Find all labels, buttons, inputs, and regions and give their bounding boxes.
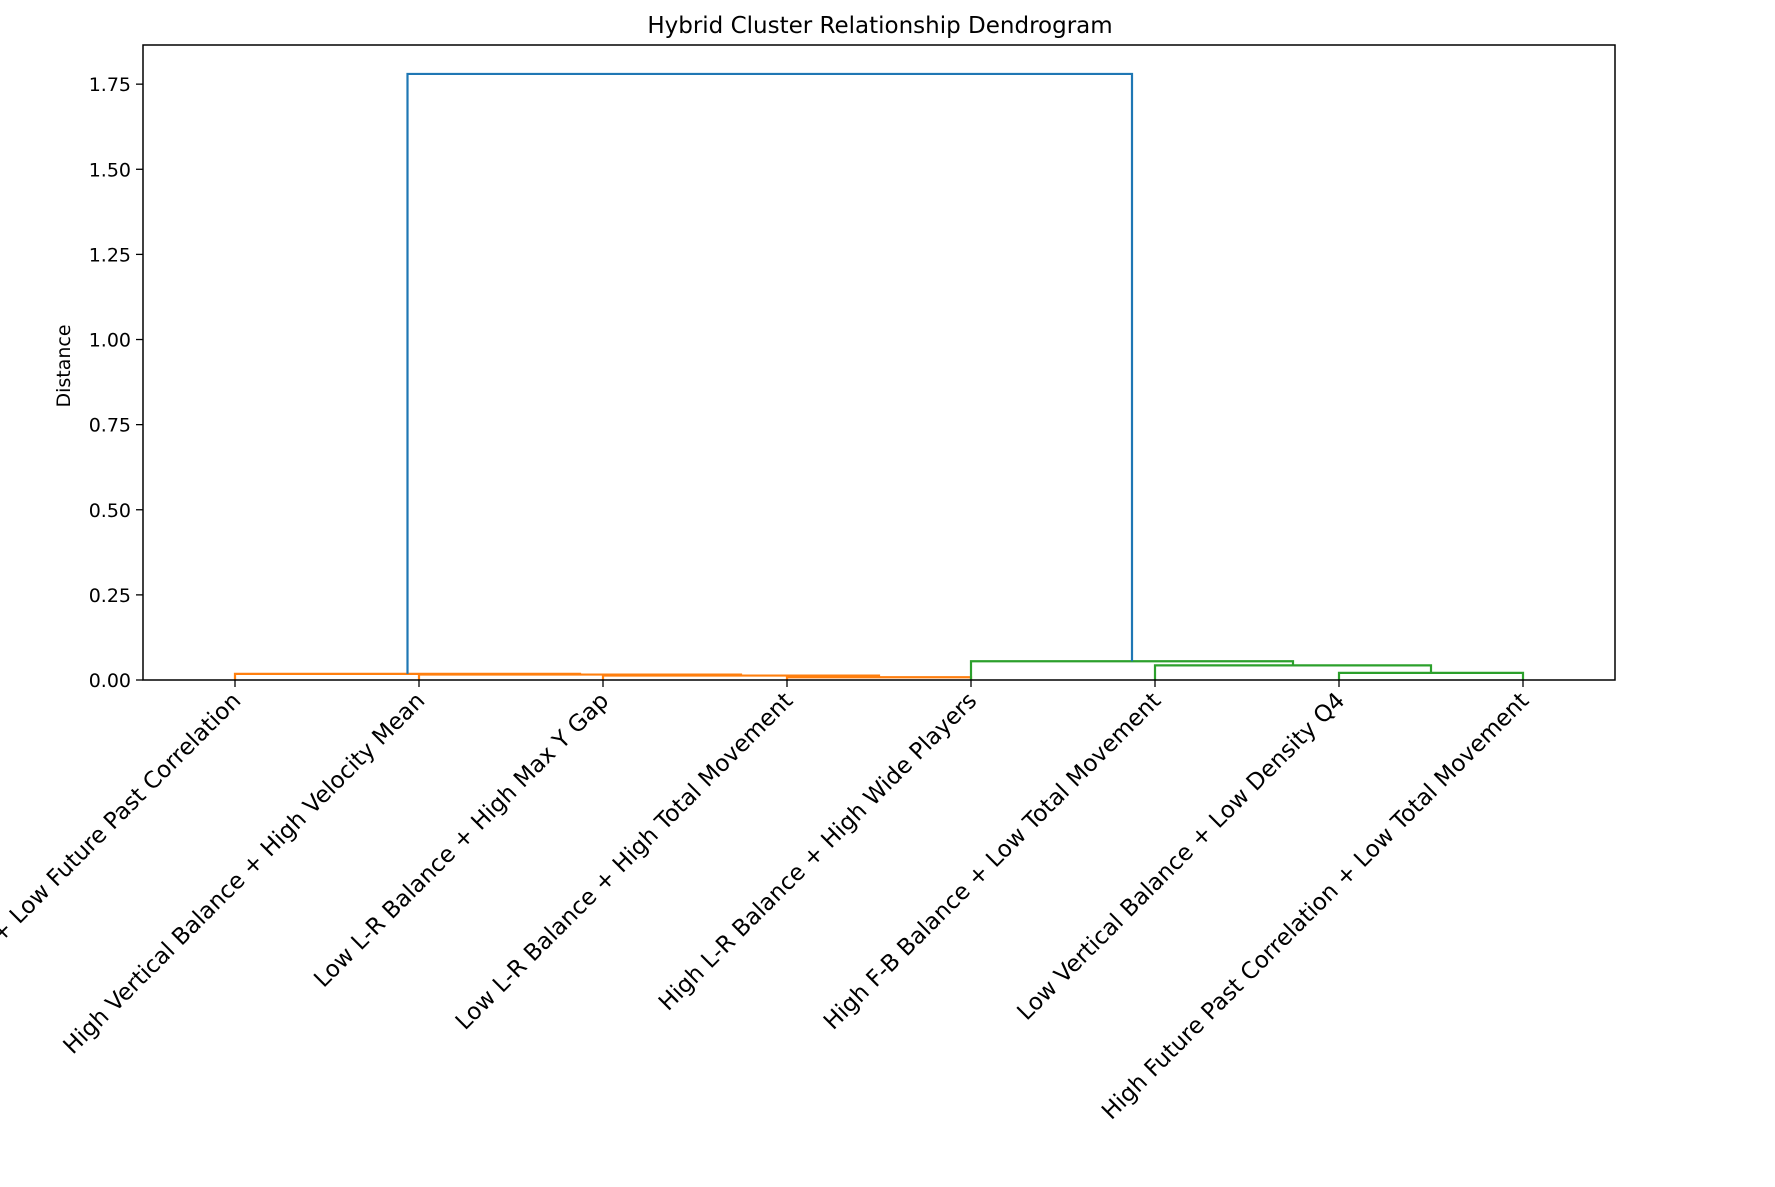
y-axis-label: Distance [53, 324, 75, 407]
y-tick-label: 1.50 [89, 159, 131, 181]
y-tick-label: 1.00 [89, 330, 131, 352]
y-tick-label: 0.50 [89, 500, 131, 522]
chart-title: Hybrid Cluster Relationship Dendrogram [647, 13, 1112, 39]
y-tick-label: 1.25 [89, 244, 131, 266]
y-tick-label: 0.00 [89, 670, 131, 692]
y-tick-label: 0.25 [89, 585, 131, 607]
y-tick-label: 1.75 [89, 74, 131, 96]
y-tick-label: 0.75 [89, 415, 131, 437]
